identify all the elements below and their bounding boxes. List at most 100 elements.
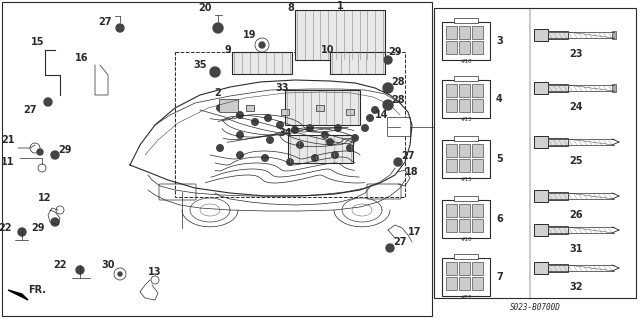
Bar [548,138,568,146]
Circle shape [76,266,84,274]
Bar [472,144,483,157]
Bar [442,258,490,296]
Text: 24: 24 [569,102,583,112]
Circle shape [259,42,265,48]
Bar [459,26,470,39]
Text: 30: 30 [101,260,115,270]
Circle shape [366,114,374,122]
Bar [446,262,457,275]
Bar [434,8,636,298]
Bar [459,204,470,217]
Text: 10: 10 [321,45,335,55]
Circle shape [44,98,52,106]
Bar [454,18,478,23]
Bar [459,262,470,275]
Bar [442,140,490,178]
Circle shape [331,151,339,159]
Circle shape [116,24,124,32]
Circle shape [346,144,354,152]
Bar [454,254,478,259]
Circle shape [18,228,26,236]
Text: 25: 25 [569,156,583,166]
Text: 5: 5 [496,154,503,164]
Circle shape [266,136,274,144]
Text: 9: 9 [225,45,232,55]
Bar [446,144,457,157]
Bar [454,136,478,141]
Bar [534,82,548,94]
Circle shape [213,23,223,33]
Text: #22: #22 [460,295,472,300]
Circle shape [216,144,224,152]
Text: 14: 14 [375,110,388,120]
Circle shape [37,149,43,155]
Bar [232,52,292,74]
Bar [288,135,353,163]
Text: #13: #13 [460,117,472,122]
Text: 27: 27 [393,237,407,247]
Bar [442,22,490,60]
Bar [459,277,470,290]
Bar [2,2,432,316]
Text: 1: 1 [337,1,344,11]
Circle shape [118,272,122,276]
Bar [446,277,457,290]
Bar [446,204,457,217]
Text: 22: 22 [53,260,67,270]
Circle shape [251,118,259,126]
Text: 27: 27 [23,105,36,115]
FancyBboxPatch shape [367,184,401,199]
Circle shape [56,206,64,214]
Circle shape [30,143,40,153]
Text: 20: 20 [198,3,212,13]
Circle shape [114,268,126,280]
Bar [612,31,616,39]
Circle shape [321,131,329,139]
Bar [446,84,457,97]
Text: FR.: FR. [28,285,46,295]
Circle shape [216,104,224,112]
Circle shape [311,154,319,162]
Bar [446,99,457,112]
Bar [459,41,470,54]
Bar [459,159,470,172]
Bar [316,105,324,111]
Bar [446,159,457,172]
Circle shape [361,124,369,132]
Bar [472,99,483,112]
FancyBboxPatch shape [159,184,196,200]
Bar [459,84,470,97]
Circle shape [255,38,269,52]
Text: 6: 6 [496,214,503,224]
Text: 33: 33 [275,83,289,93]
Text: 19: 19 [243,30,257,40]
Text: 13: 13 [148,267,162,277]
Polygon shape [8,290,28,300]
Bar [534,224,548,236]
Text: 7: 7 [496,272,503,282]
Bar [534,190,548,202]
Bar [472,41,483,54]
Circle shape [334,124,342,132]
Circle shape [286,158,294,166]
Circle shape [264,114,272,122]
FancyBboxPatch shape [387,117,410,137]
Circle shape [371,106,379,114]
Text: 32: 32 [569,282,583,292]
Bar [454,76,478,81]
Circle shape [384,56,392,64]
Bar [295,10,385,60]
Text: 16: 16 [76,53,89,63]
Text: 28: 28 [391,77,405,87]
Circle shape [38,164,46,172]
Circle shape [296,141,304,149]
Bar [534,29,548,41]
Bar [548,31,568,39]
Circle shape [351,134,359,142]
Text: 12: 12 [38,193,52,203]
Bar [330,52,385,74]
Bar [285,90,360,125]
Text: 11: 11 [1,157,15,167]
Text: 22: 22 [0,223,12,233]
Text: 28: 28 [391,95,405,105]
